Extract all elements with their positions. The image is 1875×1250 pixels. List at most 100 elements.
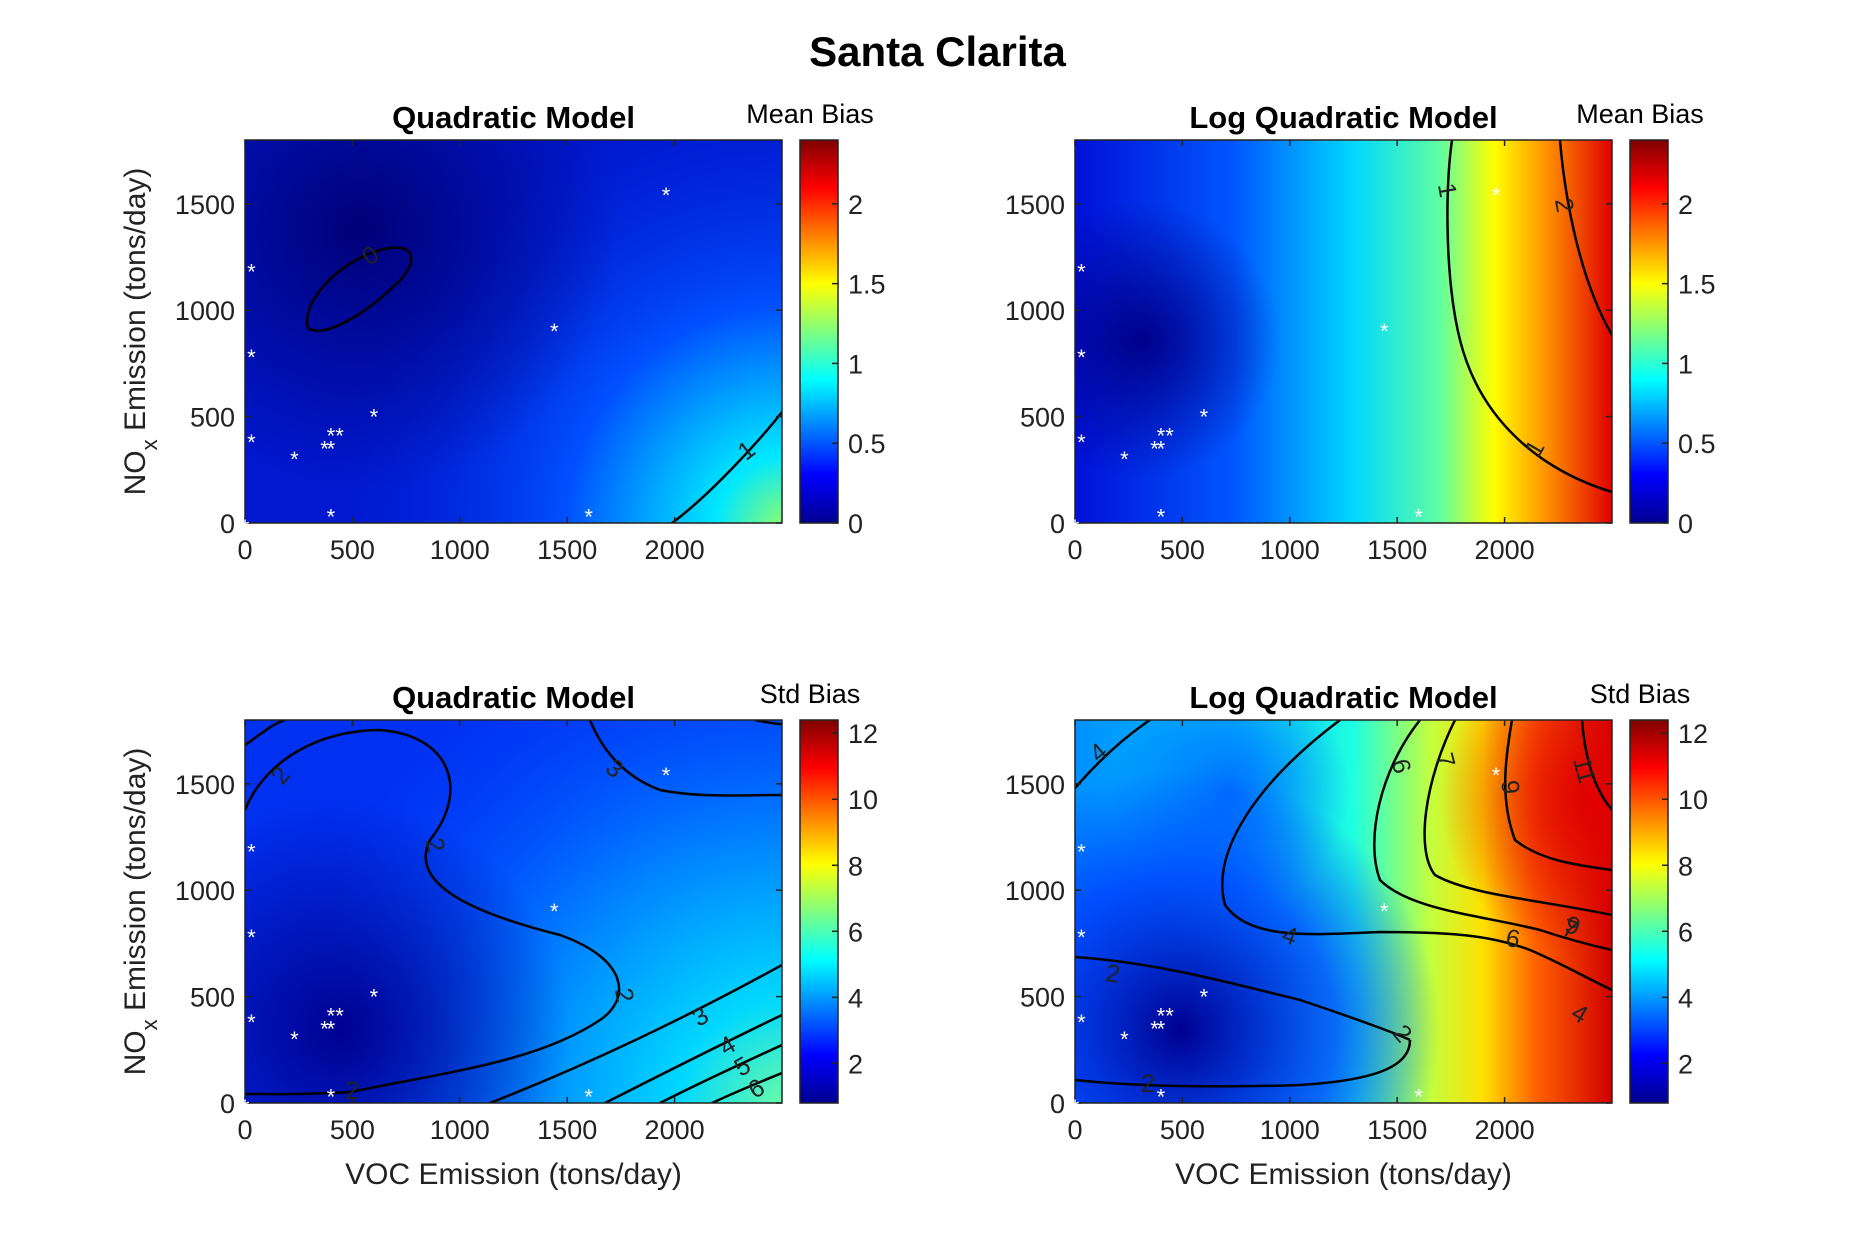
colorbar-tick-label: 0 [848, 509, 863, 539]
contour-line-4-main [1221, 720, 1612, 992]
data-point: * [241, 1095, 250, 1120]
x-tick-label: 1500 [1367, 1115, 1427, 1145]
colorbar-tick-label: 1 [1678, 349, 1693, 379]
data-point: * [584, 504, 593, 529]
contour-line-6 [1373, 720, 1612, 952]
data-point: * [327, 424, 336, 449]
colorbar-tick-label: 2 [1678, 1049, 1693, 1079]
heatmap-field-4 [1075, 720, 1612, 1103]
subplot-title: Quadratic Model [392, 100, 635, 135]
contour-lines-2 [1446, 140, 1612, 494]
x-tick-label: 500 [330, 1115, 375, 1145]
colorbar-tick-label: 0.5 [1678, 429, 1716, 459]
x-tick-label: 1000 [430, 1115, 490, 1145]
contour-label: 2 [345, 1077, 359, 1105]
data-point: * [327, 1084, 336, 1109]
subplot-title: Quadratic Model [392, 680, 635, 715]
colorbar-tick-label: 6 [848, 917, 863, 947]
data-point: * [247, 1010, 256, 1035]
contour-line-1 [671, 411, 782, 523]
x-tick-label: 0 [237, 1115, 252, 1145]
x-tick-label: 0 [1067, 1115, 1082, 1145]
data-point: * [335, 1004, 344, 1029]
data-point: * [1380, 899, 1389, 924]
axes-frames [244, 139, 1613, 1104]
x-tick-label: 2000 [645, 1115, 705, 1145]
data-point: * [1157, 504, 1166, 529]
contour-line-2-lower [1075, 1039, 1412, 1088]
colorbar-tick-label: 12 [1678, 719, 1708, 749]
data-point: * [550, 899, 559, 924]
colorbar-2 [1629, 139, 1669, 524]
data-point: * [290, 1027, 299, 1052]
colorbar-label: Mean Bias [746, 99, 874, 129]
data-point: * [1492, 183, 1501, 208]
y-tick-label: 1500 [1005, 770, 1065, 800]
x-tick-label: 2000 [645, 535, 705, 565]
x-tick-label: 0 [1067, 535, 1082, 565]
y-tick-label: 1500 [1005, 190, 1065, 220]
data-point: * [327, 436, 336, 461]
x-tick-label: 500 [1160, 535, 1205, 565]
x-tick-label: 2000 [1475, 535, 1535, 565]
colorbar-tick-label: 2 [848, 190, 863, 220]
contour-line-9 [1504, 720, 1612, 872]
data-point: * [327, 1004, 336, 1029]
y-tick-label: 500 [1020, 983, 1065, 1013]
colorbar-tick-label: 2 [1678, 190, 1693, 220]
data-point: * [584, 1084, 593, 1109]
data-point: * [1150, 1016, 1159, 1041]
data-point: * [290, 447, 299, 472]
data-point: * [1077, 840, 1086, 865]
colorbar-tick-label: 10 [1678, 785, 1708, 815]
contour-label: 2 [1549, 196, 1579, 215]
contour-label: 2 [609, 986, 639, 1005]
data-point: * [1414, 504, 1423, 529]
contour-label: 6 [1504, 924, 1523, 954]
data-point: * [327, 504, 336, 529]
data-point: * [247, 840, 256, 865]
x-tick-label: 500 [1160, 1115, 1205, 1145]
x-axis-label: VOC Emission (tons/day) [345, 1158, 682, 1191]
contour-line-7 [1423, 720, 1612, 917]
subplot-title: Log Quadratic Model [1189, 100, 1497, 135]
y-tick-label: 1500 [175, 770, 235, 800]
data-point: * [247, 925, 256, 950]
y-tick-label: 1000 [1005, 876, 1065, 906]
colorbar-4 [1629, 719, 1669, 1104]
x-tick-label: 0 [237, 535, 252, 565]
contour-line-2-top [245, 728, 621, 1096]
data-point: * [320, 1016, 329, 1041]
y-tick-label: 1500 [175, 190, 235, 220]
data-point: * [1157, 436, 1166, 461]
colorbar-label: Std Bias [1590, 679, 1691, 709]
x-tick-label: 2000 [1475, 1115, 1535, 1145]
data-point: * [1077, 430, 1086, 455]
contour-label: 2 [1104, 959, 1123, 989]
subplot-title: Log Quadratic Model [1189, 680, 1497, 715]
data-point: * [241, 515, 250, 540]
x-tick-label: 1500 [1367, 535, 1427, 565]
colorbars [799, 139, 1669, 1104]
x-tick-label: 1000 [1260, 1115, 1320, 1145]
colorbar-tick-label: 1.5 [848, 270, 886, 300]
data-point: * [550, 319, 559, 344]
data-point: * [1165, 1004, 1174, 1029]
contour-line-5 [659, 1043, 782, 1103]
heatmap-field-3 [245, 720, 782, 1103]
subplot-3: Quadratic Model Std Bias 0 500 1000 1500 2000 0… [119, 679, 878, 1191]
data-point: * [247, 345, 256, 370]
colorbar-label: Mean Bias [1576, 99, 1704, 129]
colorbar-tick-label: 8 [848, 851, 863, 881]
colorbar-tick-label: 2 [848, 1049, 863, 1079]
data-point: * [1150, 436, 1159, 461]
data-point: * [320, 436, 329, 461]
x-tick-label: 500 [330, 535, 375, 565]
colorbar-tick-label: 4 [848, 983, 863, 1013]
contour-line-3-top [588, 720, 782, 797]
y-tick-label: 500 [190, 403, 235, 433]
data-point: * [1120, 447, 1129, 472]
x-tick-label: 1500 [537, 535, 597, 565]
